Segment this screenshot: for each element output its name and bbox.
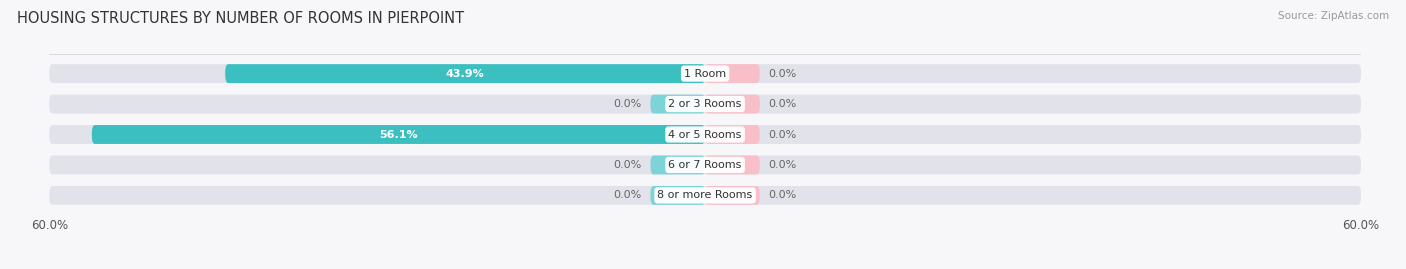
FancyBboxPatch shape	[225, 64, 706, 83]
Text: 0.0%: 0.0%	[613, 160, 641, 170]
Text: 56.1%: 56.1%	[380, 129, 418, 140]
FancyBboxPatch shape	[706, 95, 759, 114]
FancyBboxPatch shape	[651, 186, 706, 205]
FancyBboxPatch shape	[706, 64, 759, 83]
FancyBboxPatch shape	[49, 155, 1361, 174]
FancyBboxPatch shape	[706, 186, 759, 205]
FancyBboxPatch shape	[651, 155, 706, 174]
Text: 0.0%: 0.0%	[769, 69, 797, 79]
Text: 0.0%: 0.0%	[769, 190, 797, 200]
Text: 1 Room: 1 Room	[685, 69, 725, 79]
FancyBboxPatch shape	[706, 155, 759, 174]
Text: 8 or more Rooms: 8 or more Rooms	[658, 190, 752, 200]
FancyBboxPatch shape	[49, 64, 1361, 83]
Text: 0.0%: 0.0%	[613, 99, 641, 109]
Text: 0.0%: 0.0%	[769, 160, 797, 170]
Text: 43.9%: 43.9%	[446, 69, 485, 79]
FancyBboxPatch shape	[706, 125, 759, 144]
FancyBboxPatch shape	[49, 95, 1361, 114]
Text: Source: ZipAtlas.com: Source: ZipAtlas.com	[1278, 11, 1389, 21]
Text: HOUSING STRUCTURES BY NUMBER OF ROOMS IN PIERPOINT: HOUSING STRUCTURES BY NUMBER OF ROOMS IN…	[17, 11, 464, 26]
Text: 2 or 3 Rooms: 2 or 3 Rooms	[668, 99, 742, 109]
FancyBboxPatch shape	[651, 95, 706, 114]
Text: 4 or 5 Rooms: 4 or 5 Rooms	[668, 129, 742, 140]
FancyBboxPatch shape	[49, 186, 1361, 205]
Text: 0.0%: 0.0%	[769, 99, 797, 109]
Text: 0.0%: 0.0%	[613, 190, 641, 200]
Text: 0.0%: 0.0%	[769, 129, 797, 140]
Text: 6 or 7 Rooms: 6 or 7 Rooms	[668, 160, 742, 170]
FancyBboxPatch shape	[91, 125, 706, 144]
FancyBboxPatch shape	[49, 125, 1361, 144]
